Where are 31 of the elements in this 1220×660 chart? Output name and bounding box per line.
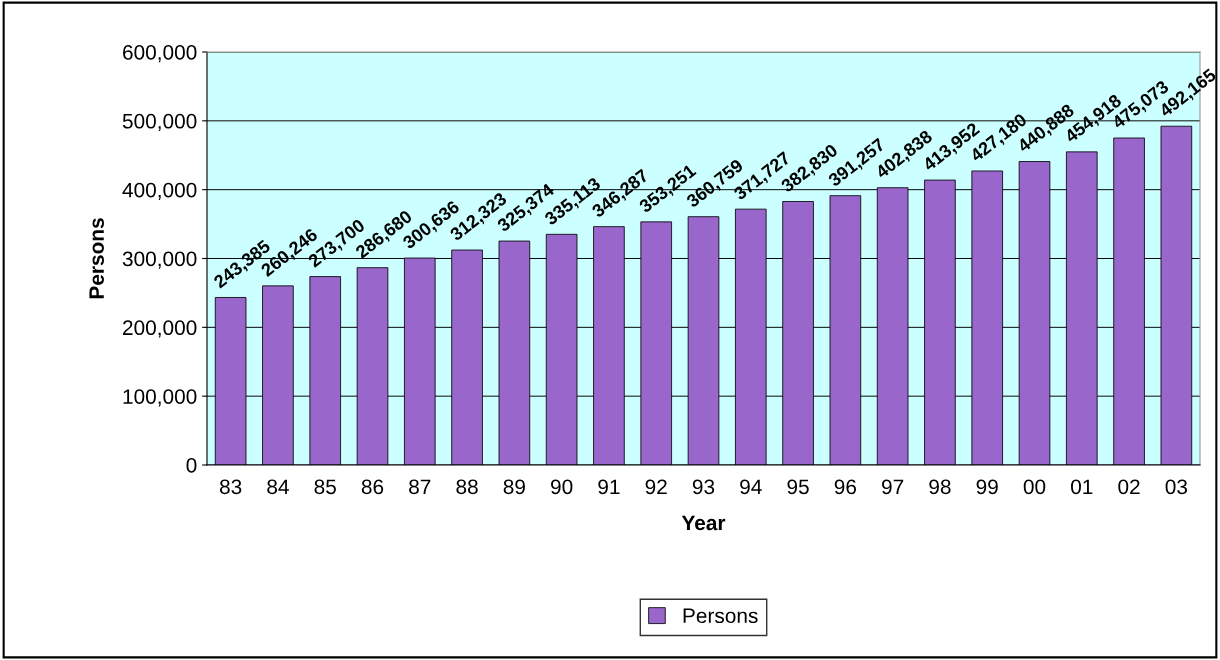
x-tick-label: 01 [1071,479,1093,495]
x-tick-label: 96 [834,479,857,495]
x-tick-label: 99 [976,479,998,495]
x-tick-label: 84 [267,479,289,495]
y-tick-label: 500,000 [122,113,197,132]
y-tick-label: 200,000 [123,320,197,338]
x-tick-label: 86 [361,479,384,495]
y-axis-title: Persons [89,218,104,299]
x-tick-label: 97 [882,479,904,495]
y-tick-label: 400,000 [122,182,197,200]
x-tick-label: 00 [1023,479,1046,495]
x-tick-label: 92 [645,479,667,495]
legend-label: Persons [683,608,758,624]
x-tick-label: 91 [598,479,620,495]
x-tick-label: 02 [1118,479,1140,495]
x-tick-label: 95 [787,479,809,495]
y-tick-label: 0 [186,458,197,473]
x-tick-label: 94 [740,479,762,495]
x-tick-label: 93 [692,479,715,495]
x-tick-label: 83 [219,479,242,495]
x-tick-label: 85 [314,479,336,495]
y-tick-label: 300,000 [122,251,197,269]
x-tick-label: 90 [551,479,573,495]
y-tick-label: 600,000 [123,45,197,63]
x-tick-label: 03 [1165,479,1188,495]
x-tick-label: 87 [409,479,431,495]
x-tick-label: 89 [503,479,525,495]
x-tick-label: 88 [456,479,478,495]
x-tick-label: 98 [929,479,951,495]
y-tick-label: 100,000 [123,389,197,407]
x-axis-title: Year [681,515,726,531]
